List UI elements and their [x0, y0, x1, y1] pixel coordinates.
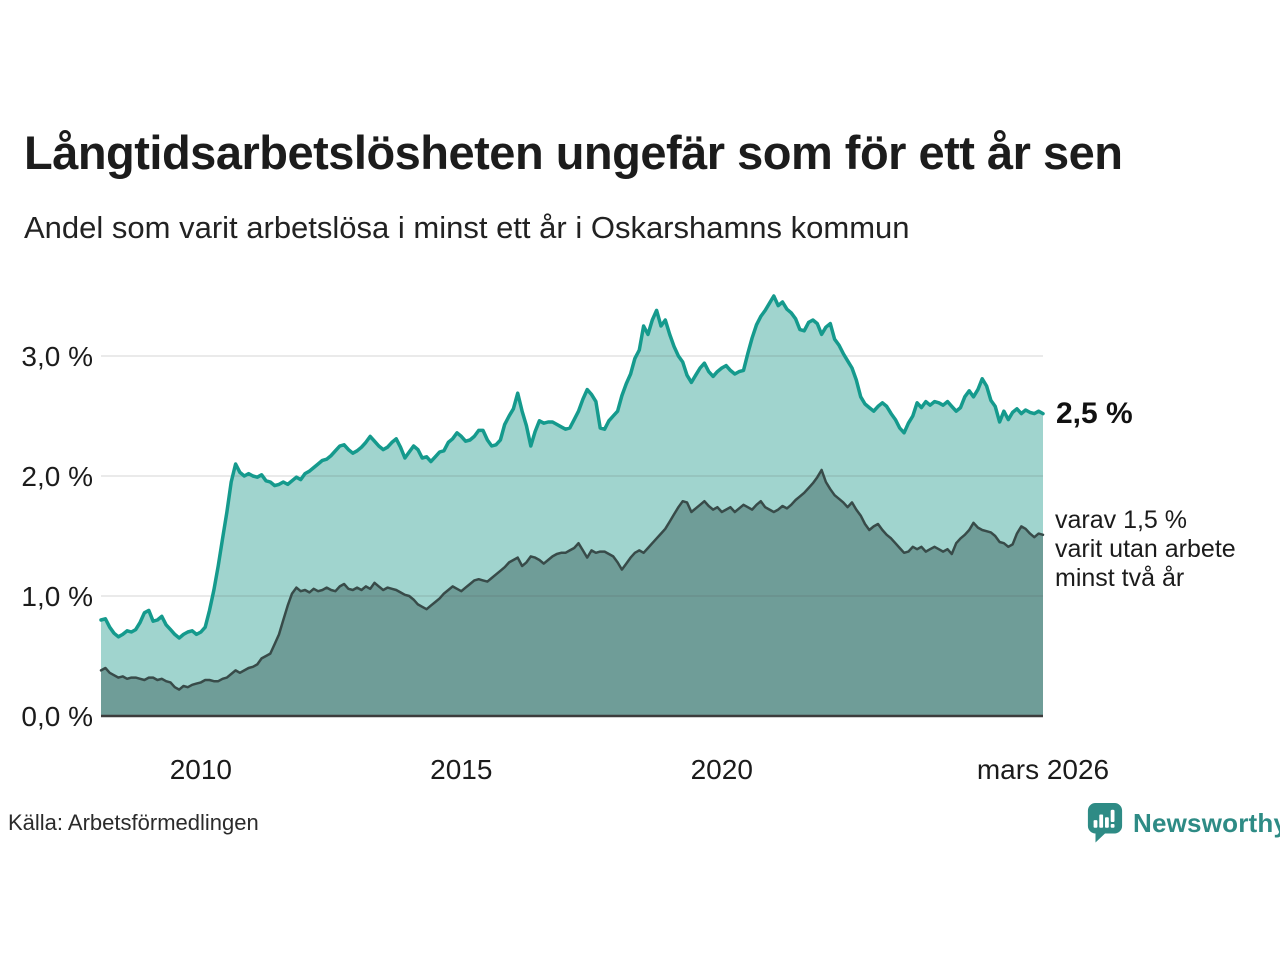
newsworthy-bubble-icon	[1087, 803, 1123, 843]
newsworthy-wordmark: Newsworthy	[1133, 807, 1280, 838]
x-tick-label: 2015	[430, 754, 492, 785]
chart-subtitle: Andel som varit arbetslösa i minst ett å…	[24, 210, 910, 245]
x-tick-label: mars 2026	[977, 754, 1109, 785]
y-tick-label: 1,0 %	[21, 581, 93, 612]
x-tick-label: 2020	[691, 754, 753, 785]
bar-chart-glyph	[1093, 809, 1115, 828]
newsworthy-logo: Newsworthy	[1086, 801, 1280, 845]
annotation-latest-value: 2,5 %	[1056, 397, 1133, 430]
x-tick-label: 2010	[170, 754, 232, 785]
line-unemployed-2plus-years	[99, 468, 1045, 691]
y-tick-label: 3,0 %	[21, 341, 93, 372]
y-tick-label: 2,0 %	[21, 461, 93, 492]
line-unemployed-1plus-years	[99, 294, 1045, 640]
area-unemployed-2plus-years	[101, 470, 1043, 716]
y-tick-label: 0,0 %	[21, 701, 93, 732]
annotation-2plus-years-note: varav 1,5 % varit utan arbete minst två …	[1055, 506, 1236, 592]
chart-title: Långtidsarbetslösheten ungefär som för e…	[24, 126, 1123, 179]
source-label: Källa: Arbetsförmedlingen	[8, 810, 259, 835]
